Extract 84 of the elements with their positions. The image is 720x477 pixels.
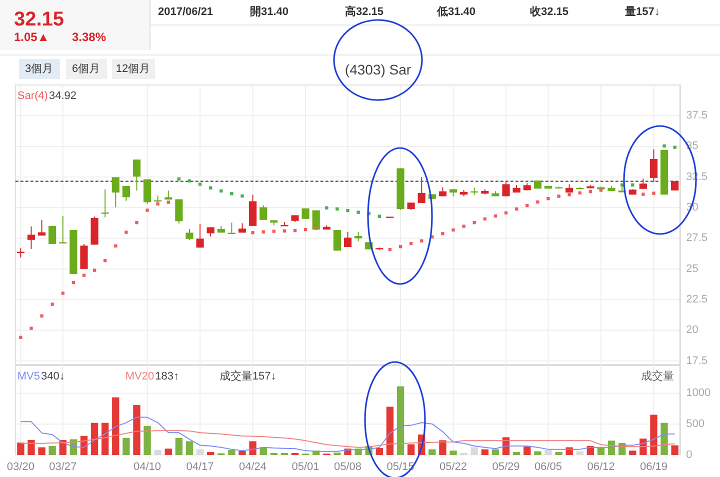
bar [112,397,120,455]
bar [671,445,678,455]
x-tick-label: 03/20 [6,460,34,473]
x-tick-label: 04/10 [134,460,162,473]
bar [90,422,98,455]
y-tick-label: 37.5 [686,110,708,122]
bar [407,444,415,455]
bar [238,450,246,455]
bar [450,450,457,455]
text: 6個月 [72,62,100,75]
chart-title: (4303) Sar [344,62,412,78]
y-tick-label: 1000 [686,387,711,400]
text: 低31.40 [436,6,476,18]
bar [544,450,552,455]
x-tick-label: 04/24 [239,460,267,473]
x-tick-label: 03/27 [49,460,77,473]
bar [470,447,478,455]
bar [597,448,605,455]
x-tick-label: 06/12 [587,460,615,473]
bar [629,450,636,455]
bar [144,426,151,455]
bar [196,449,204,455]
annotation: 183↑ [155,370,180,382]
text: MV5 [17,370,40,382]
bar [660,422,668,455]
x-tick-label: 05/08 [334,460,362,473]
text: Sar(4) [17,90,48,102]
y-axis-title: 成交量 [641,369,674,382]
bar [133,405,140,455]
text: 開31.40 [250,6,289,18]
y-tick-label: 500 [686,418,704,430]
bar [228,450,236,455]
bar [38,447,46,455]
annotation: 成交量157↓ [219,369,276,382]
x-tick-label: 05/22 [439,460,468,473]
text: 收32.15 [530,6,569,18]
y-tick-label: 25 [686,262,698,275]
x-tick-label: 05/01 [292,460,320,473]
y-tick-label: 20 [686,324,698,336]
text: 32.15 [14,8,64,30]
bar [101,422,109,455]
text: 量157↓ [624,6,660,18]
annotation: 34.92 [48,90,76,102]
bar [396,386,404,455]
bar [492,449,500,455]
bar [524,446,531,455]
bar [481,449,488,455]
bar [17,442,24,455]
bar [534,451,542,455]
bar [386,406,394,455]
x-tick-label: 06/19 [640,460,668,473]
text: 3個月 [24,62,54,75]
text: 1.05▲ [14,30,50,44]
x-tick-label: 05/29 [492,460,520,473]
bar [650,414,658,455]
bar [207,452,214,455]
bar [376,448,383,455]
bar [512,452,520,455]
bar [186,441,194,455]
bar [164,448,172,455]
bar [439,440,446,455]
y-tick-label: 22.5 [686,294,708,306]
annotation: 340↓ [41,370,65,382]
line-series [20,416,676,452]
bar [48,446,56,455]
bar [122,438,130,455]
x-tick-label: 04/17 [186,460,214,473]
bar [576,451,584,455]
y-tick-label: 17.5 [686,354,708,367]
bar [428,449,436,455]
bar [555,452,562,455]
text: 高32.15 [345,4,384,18]
bar [28,440,35,455]
y-tick-label: 27.5 [686,232,708,244]
text: 2017/06/21 [158,6,214,18]
text: 3.38% [72,30,106,44]
y-tick-label: 0 [686,448,692,461]
bar [249,441,256,455]
x-tick-label: 06/05 [534,460,562,473]
text: MV20 [125,370,154,382]
text: 12個月 [116,62,150,75]
bar [154,450,162,455]
line-series [20,430,676,448]
bar [175,438,183,455]
